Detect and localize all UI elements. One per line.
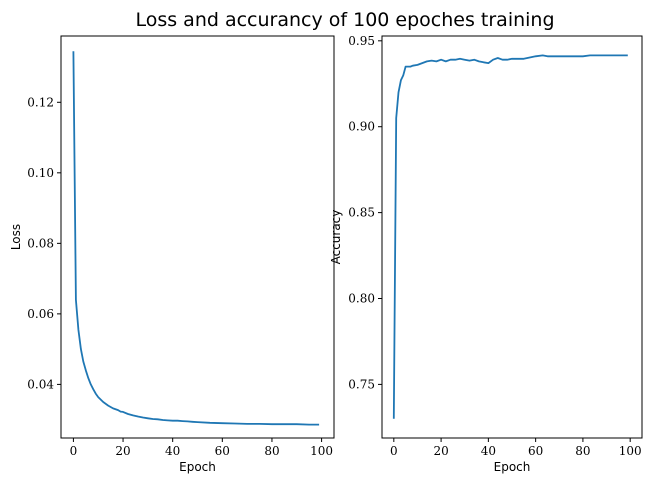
loss-chart: 0 20 40 60 80 100 0.040.060.080.100.12 Epoch …	[9, 35, 335, 474]
loss-x-tick-label: 60	[215, 444, 230, 458]
loss-y-tick-label: 0.04	[27, 377, 54, 391]
loss-y-ticks: 0.04 0.06 0.08 0.10 0.12	[27, 95, 61, 391]
accuracy-y-tick-label: 0.85	[348, 206, 375, 220]
loss-x-tick-label: 20	[115, 444, 130, 458]
accuracy-series-line	[392, 54, 628, 419]
accuracy-y-tick-label: 0.95	[348, 34, 375, 48]
accuracy-y-ticks: 0.75 0.80 0.85 0.90 0.95	[348, 34, 382, 391]
loss-series-line	[72, 51, 320, 426]
loss-x-label: Epoch	[179, 460, 216, 474]
accuracy-y-label: Accuracy	[329, 210, 343, 265]
loss-y-tick-label: 0.12	[27, 95, 54, 109]
accuracy-x-tick-label: 60	[528, 444, 543, 458]
loss-x-tick-label: 40	[165, 444, 180, 458]
accuracy-y-tick-label: 0.80	[348, 292, 375, 306]
loss-x-tick-label: 100	[310, 444, 333, 458]
loss-x-ticks: 0 20 40 60 80 100	[70, 438, 333, 458]
accuracy-x-tick-label: 0	[390, 444, 398, 458]
accuracy-x-tick-label: 100	[619, 444, 642, 458]
accuracy-x-tick-label: 40	[481, 444, 496, 458]
accuracy-plot-frame	[381, 35, 643, 439]
loss-y-tick-label: 0.08	[27, 236, 54, 250]
accuracy-chart: 0 20 40 60 80 100 0.750.800.850.900.95 Epoch …	[329, 34, 643, 474]
figure-title: Loss and accurancy of 100 epoches traini…	[135, 9, 554, 31]
loss-x-tick-label: 80	[264, 444, 279, 458]
accuracy-x-tick-label: 80	[575, 444, 590, 458]
accuracy-x-label: Epoch	[494, 460, 531, 474]
loss-y-label: Loss	[9, 224, 23, 250]
loss-x-tick-label: 0	[70, 444, 78, 458]
loss-y-tick-label: 0.06	[27, 307, 54, 321]
accuracy-x-tick-label: 20	[433, 444, 448, 458]
loss-plot-frame	[60, 35, 335, 439]
accuracy-x-ticks: 0 20 40 60 80 100	[390, 438, 642, 458]
loss-y-tick-label: 0.10	[27, 166, 54, 180]
accuracy-y-tick-label: 0.90	[348, 120, 375, 134]
accuracy-y-tick-label: 0.75	[348, 377, 375, 391]
